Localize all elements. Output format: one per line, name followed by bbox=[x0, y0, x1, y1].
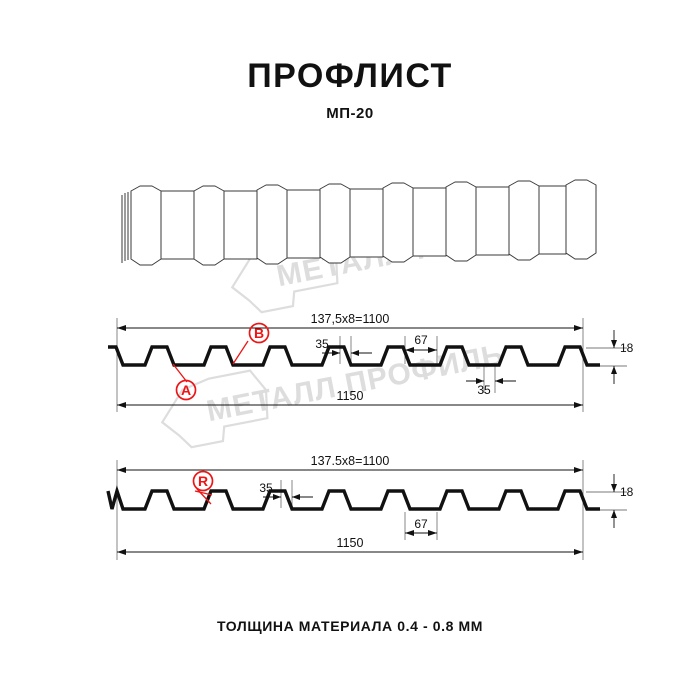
dim-rib-top-35: 35 bbox=[315, 337, 372, 356]
balloon-a: A bbox=[172, 363, 197, 401]
watermark-logo-icon bbox=[160, 369, 269, 449]
dim-label-height-18: 18 bbox=[620, 341, 634, 355]
balloon-circle-icon bbox=[192, 470, 214, 492]
dim-label-67: 67 bbox=[414, 517, 428, 531]
dim-label-overall-bottom: 1150 bbox=[337, 389, 364, 403]
balloon-circle-icon bbox=[248, 322, 270, 344]
isometric-profile-sheet bbox=[121, 179, 597, 266]
dim-label-overall-top: 137,5x8=1100 bbox=[311, 312, 390, 326]
dim-overall-bottom: 1150 bbox=[117, 536, 583, 555]
dim-height-18: 18 bbox=[611, 474, 634, 528]
dim-overall-top: 137,5x8=1100 bbox=[117, 312, 583, 331]
dim-label-overall-bottom: 1150 bbox=[337, 536, 364, 550]
dim-label-overall-top: 137.5x8=1100 bbox=[311, 454, 390, 468]
dim-label-height-18: 18 bbox=[620, 485, 634, 499]
dim-rib-lower-35: 35 bbox=[466, 378, 516, 397]
balloon-r: R bbox=[192, 470, 214, 505]
iso-rib bbox=[193, 185, 258, 266]
dim-overall-bottom: 1150 bbox=[117, 389, 583, 408]
iso-rib bbox=[508, 180, 567, 261]
cross-section-bottom: 137.5x8=1100 35 67 bbox=[106, 454, 634, 560]
extension-lines bbox=[116, 460, 627, 560]
iso-rib bbox=[319, 183, 384, 264]
cross-section-top: 137,5x8=1100 35 67 bbox=[108, 312, 634, 412]
balloon-circle-icon bbox=[175, 379, 197, 401]
iso-rib bbox=[382, 182, 447, 263]
page-title: ПРОФЛИСТ bbox=[247, 57, 453, 95]
dim-rib-bottom-67: 67 bbox=[405, 517, 437, 536]
dim-overall-top: 137.5x8=1100 bbox=[117, 454, 583, 473]
iso-rib bbox=[445, 181, 510, 262]
iso-rib bbox=[130, 185, 195, 266]
profile-outline-top bbox=[108, 345, 600, 367]
dim-height-18: 18 bbox=[611, 330, 634, 384]
balloon-label-b: B bbox=[254, 325, 264, 341]
dim-label-35-lower: 35 bbox=[477, 383, 491, 397]
iso-rib bbox=[565, 179, 597, 260]
profile-outline-bottom bbox=[106, 485, 600, 511]
dim-label-35-upper: 35 bbox=[315, 337, 329, 351]
page-subtitle: МП-20 bbox=[326, 105, 374, 122]
balloon-b: B bbox=[232, 322, 270, 365]
watermark-lower: МЕТАЛЛ ПРОФИЛЬ bbox=[160, 338, 507, 449]
footer-note: ТОЛЩИНА МАТЕРИАЛА 0.4 - 0.8 ММ bbox=[216, 618, 484, 634]
balloon-label-a: A bbox=[181, 382, 191, 398]
iso-rib bbox=[256, 184, 321, 265]
balloon-label-r: R bbox=[198, 473, 208, 489]
dim-label-67: 67 bbox=[414, 333, 428, 347]
dim-rib-bottom-67: 67 bbox=[405, 333, 437, 353]
